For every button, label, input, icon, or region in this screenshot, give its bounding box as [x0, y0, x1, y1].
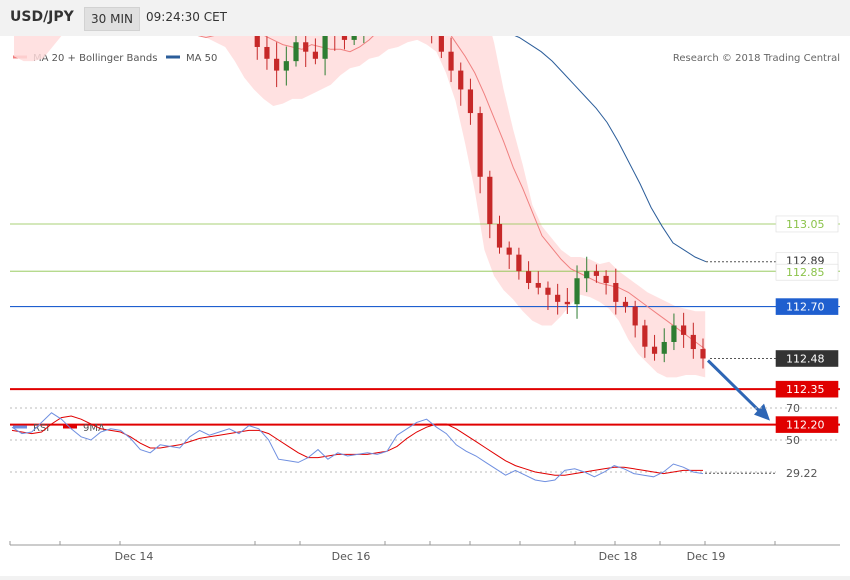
- forecast-arrow-head: [754, 403, 770, 421]
- level-label-112.70: 112.70: [786, 301, 825, 314]
- candle-body: [564, 301, 570, 305]
- candle-body: [254, 2, 260, 47]
- forecast-arrow: [706, 359, 770, 421]
- rsi-panel: 70 50 29.22: [10, 402, 840, 483]
- level-label-box-112.48: [775, 350, 839, 367]
- candle-body: [525, 271, 532, 283]
- level-labels: 113.05112.89112.85112.70112.48112.35112.…: [775, 215, 839, 433]
- forecast-arrow-shaft: [706, 359, 764, 415]
- candle-body: [574, 278, 580, 305]
- candle-body: [545, 287, 551, 295]
- timeframe-button[interactable]: 30 MIN: [84, 7, 140, 31]
- candle-body: [671, 325, 677, 342]
- candle-body: [351, 28, 357, 40]
- candle-body: [593, 271, 600, 276]
- candle-body: [622, 301, 629, 307]
- candle-body: [613, 282, 619, 302]
- candle-body: [681, 325, 687, 335]
- candle-body: [341, 35, 348, 40]
- candle-body: [555, 294, 561, 302]
- x-axis-label: Dec 19: [687, 550, 726, 563]
- candle-body: [303, 42, 309, 52]
- rsi-last-value: 29.22: [786, 467, 818, 480]
- level-label-box-112.35: [775, 380, 839, 398]
- candle-body: [516, 254, 522, 272]
- candle-body: [535, 282, 541, 288]
- candle-body: [322, 32, 328, 59]
- candle-body: [496, 223, 503, 248]
- level-label-112.20: 112.20: [786, 419, 825, 432]
- level-label-box-112.70: [775, 298, 839, 315]
- bollinger-band-area: [14, 0, 706, 378]
- candle-body: [477, 113, 483, 177]
- rsi-legend-swatch: [13, 425, 27, 429]
- rsi-ma-legend-label: 9MA: [83, 423, 105, 434]
- rsi-line: [11, 412, 704, 483]
- candle-body: [603, 275, 609, 283]
- rsi-legend-label: RSI: [33, 423, 49, 434]
- candle-body: [651, 346, 658, 354]
- level-label-112.48: 112.48: [786, 353, 825, 366]
- price-chart: MA 20 + Bollinger Bands MA 50 Research ©…: [9, 0, 840, 563]
- top-bar: USD/JPY 30 MIN 09:24:30 CET: [0, 0, 850, 36]
- level-label-113.05: 113.05: [786, 218, 825, 231]
- candle-body: [438, 32, 444, 52]
- candle-body: [264, 46, 270, 59]
- bollinger-band: [14, 0, 706, 378]
- candle-body: [487, 176, 493, 224]
- candle-body: [632, 306, 638, 326]
- symbol-label: USD/JPY: [10, 9, 74, 25]
- ma50-legend-swatch: [166, 55, 180, 59]
- ma20-line: [13, 0, 706, 350]
- candle-body: [690, 334, 696, 350]
- candle-body: [312, 51, 318, 59]
- level-label-112.85: 112.85: [786, 266, 825, 279]
- x-axis-label: Dec 16: [332, 550, 371, 563]
- x-axis-label: Dec 14: [115, 550, 154, 563]
- ma20-legend-label: MA 20 + Bollinger Bands: [33, 53, 157, 64]
- ma50-line: [14, 0, 707, 263]
- level-label-112.35: 112.35: [786, 383, 825, 396]
- candle-body: [584, 271, 590, 279]
- x-axis: Dec 14 Dec 16 Dec 18 Dec 19: [9, 541, 776, 563]
- ma50-legend-label: MA 50: [186, 53, 217, 64]
- level-label-box-112.85: [775, 263, 839, 281]
- candle-body: [283, 61, 289, 71]
- candle-body: [642, 325, 648, 347]
- level-label-box-112.20: [775, 416, 839, 433]
- candle-body: [274, 58, 280, 71]
- candle-body: [467, 89, 474, 114]
- rsi-tick-50: 50: [786, 434, 800, 447]
- rsi-tick-70: 70: [786, 402, 800, 415]
- candle-body: [458, 70, 464, 90]
- level-label-box-113.05: [775, 215, 839, 233]
- candle-body: [661, 341, 667, 354]
- candle-body: [506, 247, 512, 255]
- candle-body: [293, 42, 299, 62]
- candles: [12, 0, 706, 369]
- level-lines: [10, 223, 840, 426]
- x-axis-label: Dec 18: [599, 550, 638, 563]
- candle-body: [448, 51, 454, 71]
- copyright-text: Research © 2018 Trading Central: [673, 53, 840, 64]
- time-label: 09:24:30 CET: [146, 10, 227, 24]
- candle-body: [700, 349, 706, 359]
